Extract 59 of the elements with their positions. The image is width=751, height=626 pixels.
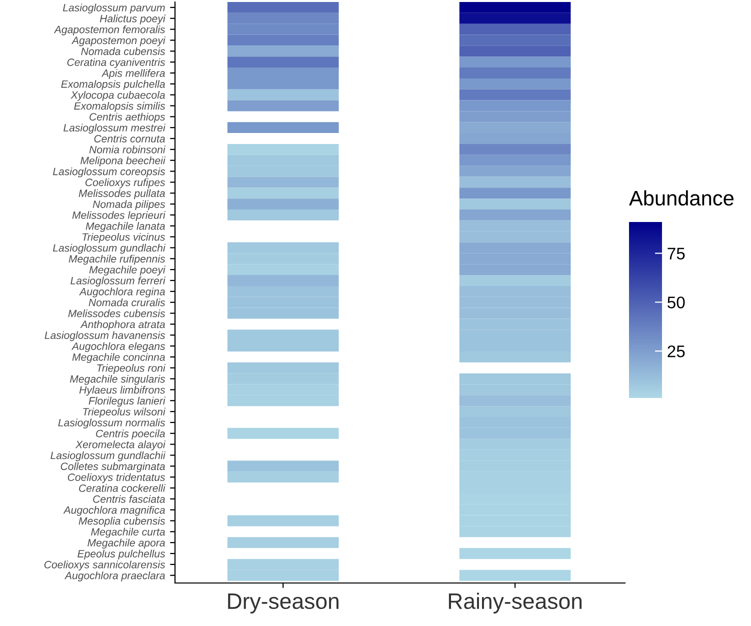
y-tick-label: Centris poecila xyxy=(96,430,165,440)
y-tick-label: Coelioxys tridentatus xyxy=(68,473,166,484)
y-tick-label: Triepeolus vicinus xyxy=(82,232,166,243)
y-tick-label: Exomalopsis similis xyxy=(74,102,166,112)
y-tick-label: Triepeolus wilsoni xyxy=(83,408,166,418)
y-tick-label: Lasioglossum gundlachii xyxy=(50,451,166,462)
y-tick-label: Anthophora atrata xyxy=(80,320,165,330)
y-tick-label: Florilegus lanieri xyxy=(88,396,166,407)
y-tick-label: Melissodes pullata xyxy=(78,189,165,200)
y-tick-label: Apis mellifera xyxy=(101,69,165,79)
y-tick-label: Colletes submarginata xyxy=(60,462,165,472)
y-tick-label: Megachile apora xyxy=(88,538,165,549)
y-tick-label: Melipona beecheii xyxy=(80,156,166,166)
y-tick-label: Lasioglossum mestrei xyxy=(64,124,166,134)
y-tick-label: Agapostemon femoralis xyxy=(54,25,166,36)
y-tick-label: Nomada pilipes xyxy=(92,200,166,210)
y-tick-label: Megachile concinna xyxy=(72,353,165,363)
y-tick-label: Centris aethiops xyxy=(90,112,166,123)
color-bar-label: 50 xyxy=(668,296,685,308)
y-tick-label: Hylaeus limbifrons xyxy=(79,386,166,396)
color-bar-label: 75 xyxy=(668,248,685,260)
y-tick-label: Lasioglossum coreopsis xyxy=(52,167,166,178)
y-tick-label: Agapostemon poeyi xyxy=(71,36,166,46)
y-tick-label: Lasioglossum gundlachi xyxy=(52,244,166,254)
y-tick-label: Exomalopsis pulchella xyxy=(61,80,165,90)
color-bar-label: 25 xyxy=(668,345,685,358)
y-tick-label: Megachile lanata xyxy=(86,222,165,232)
y-tick-label: Augochlora regina xyxy=(79,288,165,298)
x-tick-label: Rainy-season xyxy=(448,592,582,614)
y-tick-label: Centris cornuta xyxy=(94,134,165,142)
y-tick-label: Nomia robinsoni xyxy=(89,146,166,154)
y-tick-label: Triepeolus roni xyxy=(97,364,166,374)
y-tick-label: Ceratina cyaniventris xyxy=(67,58,166,68)
y-tick-label: Mesoplia cubensis xyxy=(78,516,166,527)
y-tick-label: Nomada cruralis xyxy=(88,298,166,306)
y-tick-label: Lasioglossum ferreri xyxy=(70,276,166,286)
y-tick-label: Lasioglossum havanensis xyxy=(44,331,166,342)
y-tick-label: Augochlora magnifica xyxy=(63,506,165,516)
y-tick-label: Melissodes cubensis xyxy=(68,309,166,318)
y-tick-label: Megachile curta xyxy=(91,528,165,538)
y-tick-label: Megachile poeyi xyxy=(89,266,166,276)
y-tick-label: Xeromelecta alayoi xyxy=(75,440,166,450)
y-tick-label: Augochlora elegans xyxy=(71,342,166,352)
y-tick-label: Coelioxys rufipes xyxy=(85,178,166,188)
y-tick-label: Megachile rufipennis xyxy=(68,254,166,265)
y-tick-label: Halictus poeyi xyxy=(100,14,166,24)
y-tick-label: Augochlora praeclara xyxy=(64,572,165,582)
y-tick-label: Xylocopa cubaecola xyxy=(70,91,165,101)
color-bar-title: Abundance xyxy=(629,190,734,206)
y-tick-label: Nomada cubensis xyxy=(81,47,166,56)
y-tick-label: Lasioglossum parvum xyxy=(62,4,165,14)
y-tick-label: Coelioxys sannicolarensis xyxy=(44,560,166,570)
x-tick-label: Dry-season xyxy=(228,594,338,614)
y-tick-label: Ceratina cockerelli xyxy=(79,484,166,492)
y-tick-label: Melissodes leprieuri xyxy=(72,211,166,221)
y-tick-label: Lasioglossum normalis xyxy=(58,418,166,428)
y-tick-label: Epeolus pulchellus xyxy=(78,550,166,560)
y-tick-label: Centris fasciata xyxy=(93,495,165,503)
y-tick-label: Megachile singularis xyxy=(70,374,166,385)
